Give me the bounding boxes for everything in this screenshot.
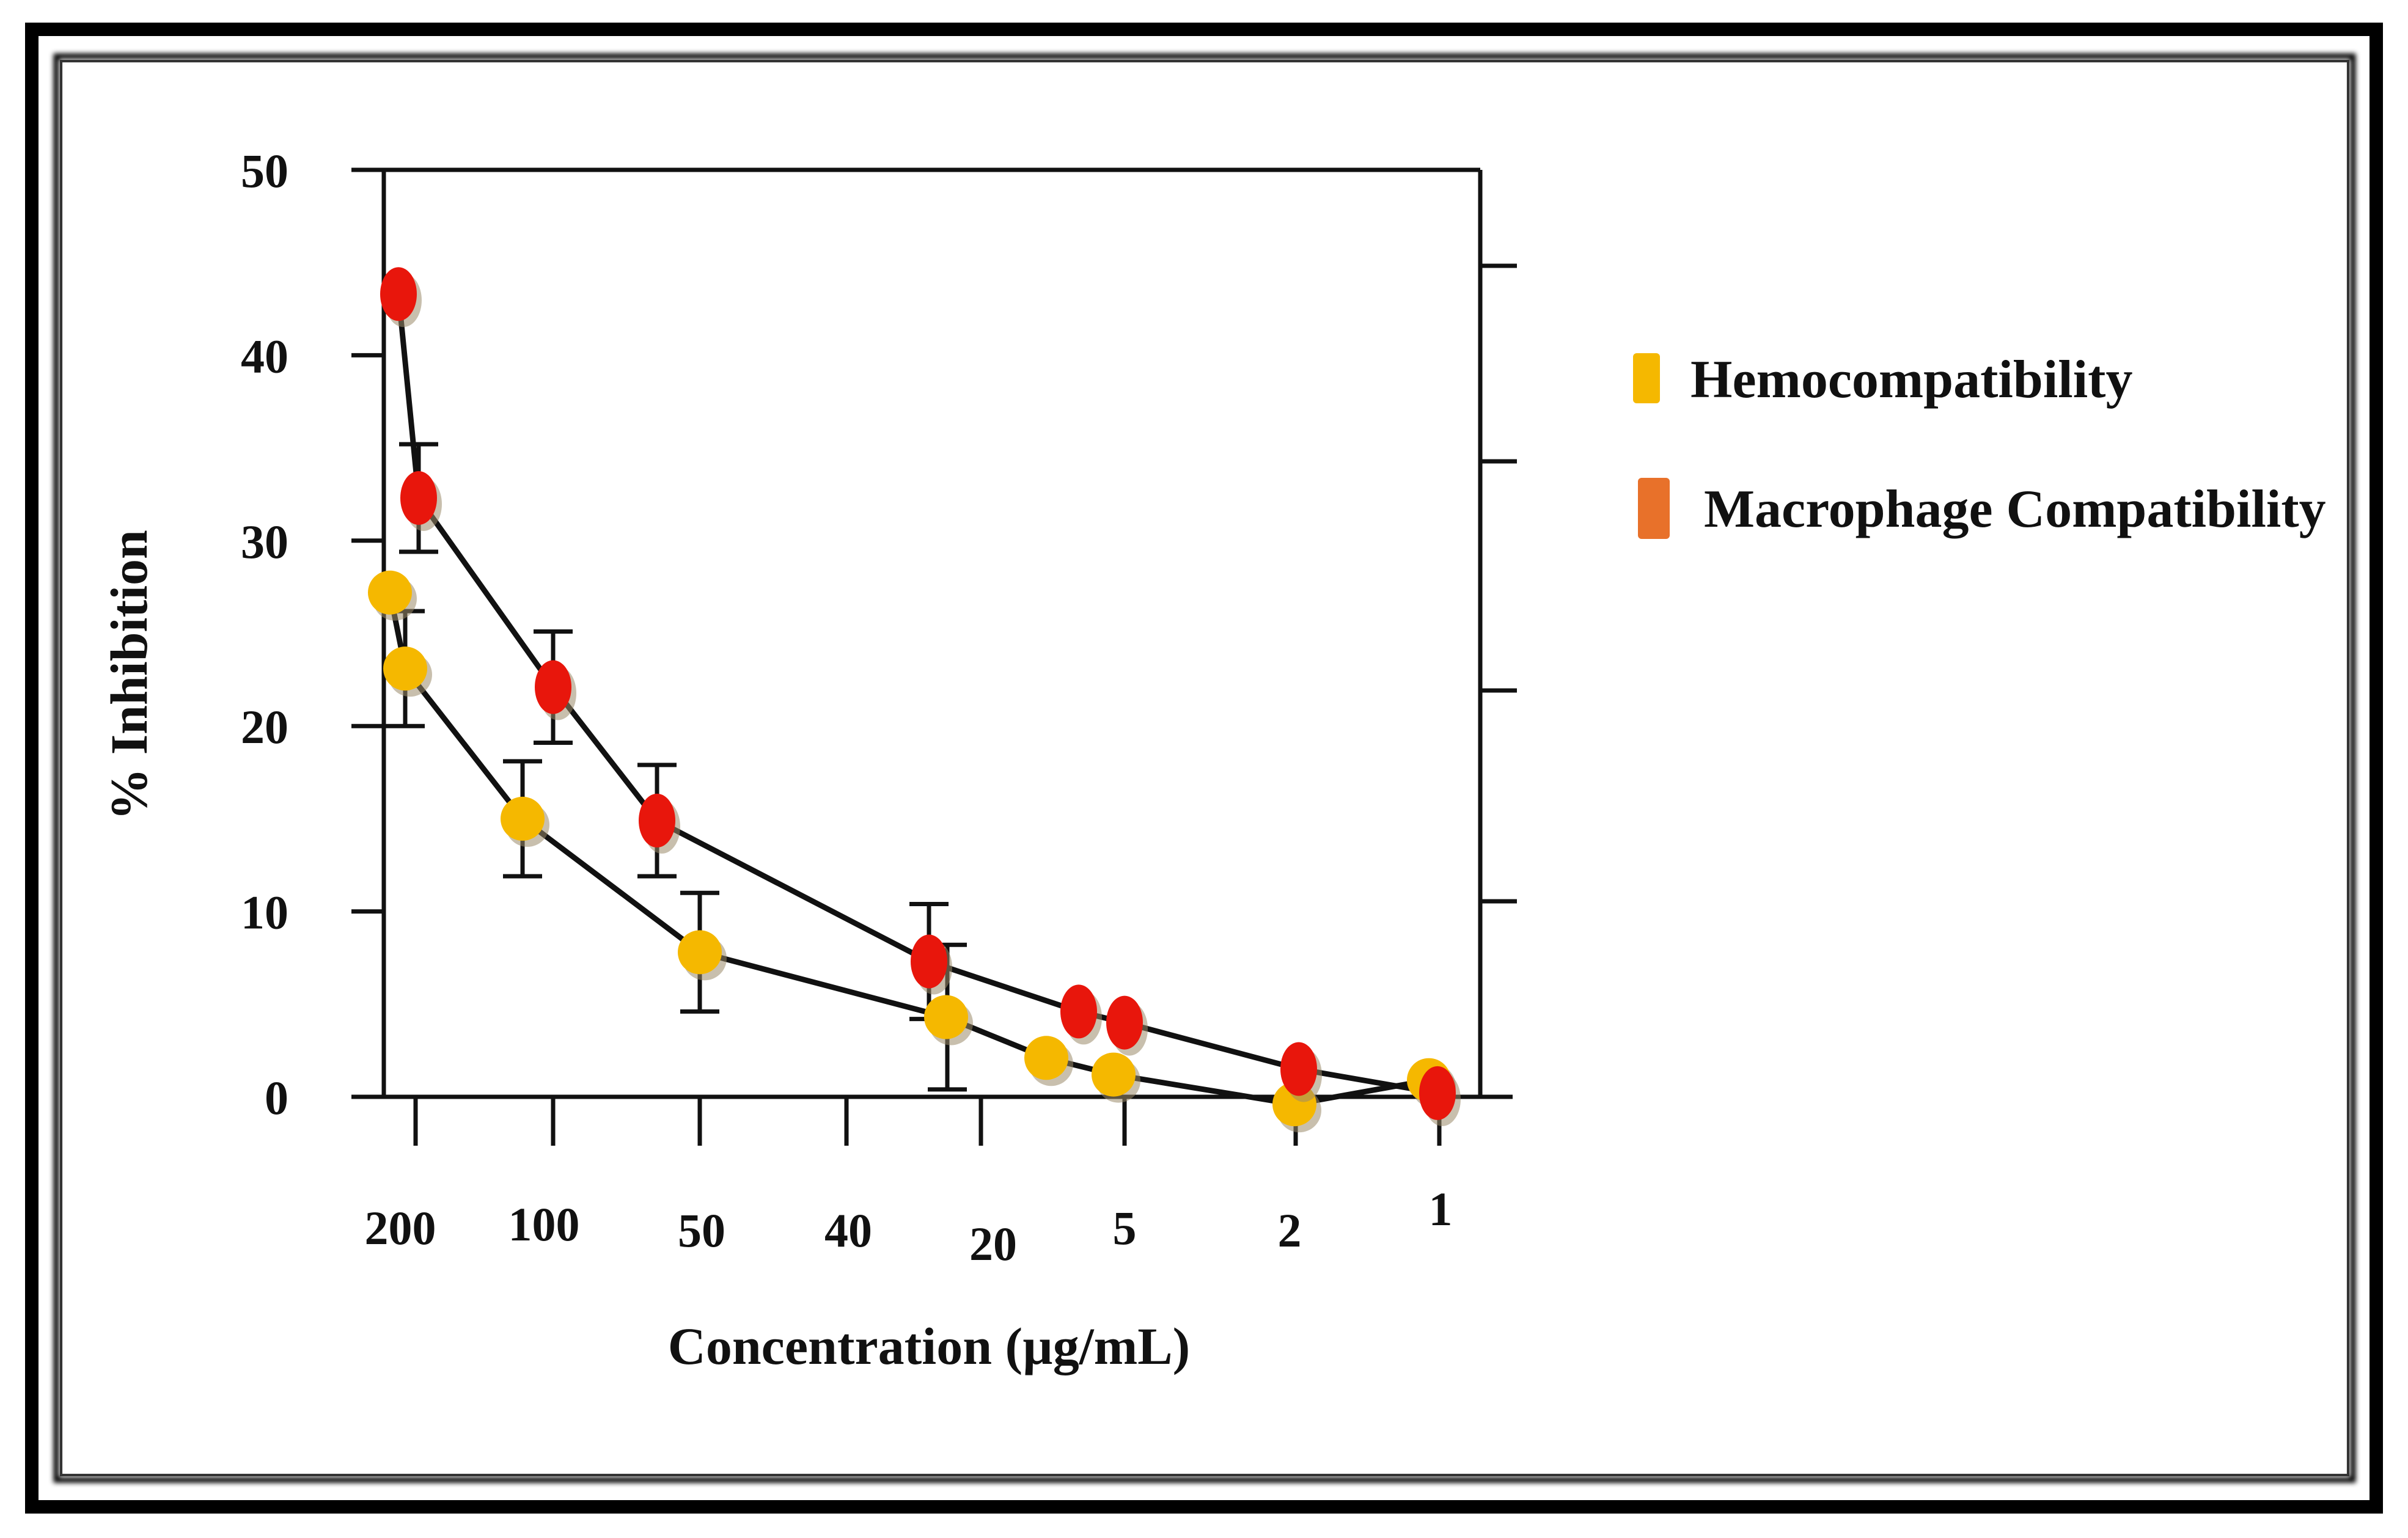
data-point-hemocompatibility: [1024, 1036, 1068, 1080]
x-axis-label: Concentration (µg/mL): [668, 1317, 1191, 1375]
data-point-hemocompatibility: [383, 646, 427, 691]
x-tick-label: 20: [969, 1217, 1017, 1270]
data-markers: [368, 267, 1461, 1133]
x-tick-label: 1: [1429, 1182, 1453, 1236]
legend-swatch-macrophage: [1638, 478, 1670, 539]
data-point-macrophage-compatibility: [380, 267, 417, 321]
tick-labels: 0 10 20 30 40 50 200 100 50 40 20 5 2 1: [241, 144, 1453, 1270]
inner-frame-line: [60, 60, 2349, 1476]
axes: [351, 167, 1517, 1146]
x-tick-label: 2: [1278, 1204, 1302, 1257]
data-point-hemocompatibility: [678, 930, 722, 975]
data-point-macrophage-compatibility: [1106, 995, 1143, 1050]
data-point-hemocompatibility: [924, 995, 968, 1039]
data-point-hemocompatibility: [1092, 1052, 1136, 1097]
y-tick-label: 50: [241, 144, 288, 197]
inner-frame: [53, 53, 2356, 1483]
data-point-macrophage-compatibility: [535, 660, 571, 714]
legend-label-hemocompatibility: Hemocompatibility: [1690, 350, 2132, 409]
data-point-hemocompatibility: [501, 796, 545, 841]
outer-frame: [25, 23, 2383, 1514]
data-point-macrophage-compatibility: [639, 793, 675, 848]
x-tick-label: 40: [824, 1204, 872, 1257]
x-tick-label: 200: [365, 1201, 436, 1254]
data-point-macrophage-compatibility: [1060, 984, 1097, 1039]
x-tick-label: 100: [508, 1198, 580, 1251]
data-point-macrophage-compatibility: [400, 471, 437, 525]
y-tick-label: 20: [241, 700, 288, 753]
legend: Hemocompatibility Macrophage Compatibili…: [1633, 350, 2326, 539]
y-axis-label: % Inhibition: [100, 530, 158, 821]
x-tick-label: 5: [1113, 1201, 1137, 1254]
data-point-macrophage-compatibility: [911, 934, 947, 989]
legend-label-macrophage: Macrophage Compatibility: [1704, 480, 2326, 539]
legend-swatch-hemocompatibility: [1633, 353, 1660, 403]
x-tick-label: 50: [678, 1204, 725, 1257]
data-point-macrophage-compatibility: [1280, 1042, 1317, 1096]
y-tick-label: 0: [265, 1071, 288, 1124]
data-point-hemocompatibility: [368, 570, 412, 615]
y-tick-label: 30: [241, 515, 288, 568]
y-tick-label: 10: [241, 886, 288, 939]
data-point-macrophage-compatibility: [1419, 1066, 1456, 1120]
y-tick-label: 40: [241, 329, 288, 383]
